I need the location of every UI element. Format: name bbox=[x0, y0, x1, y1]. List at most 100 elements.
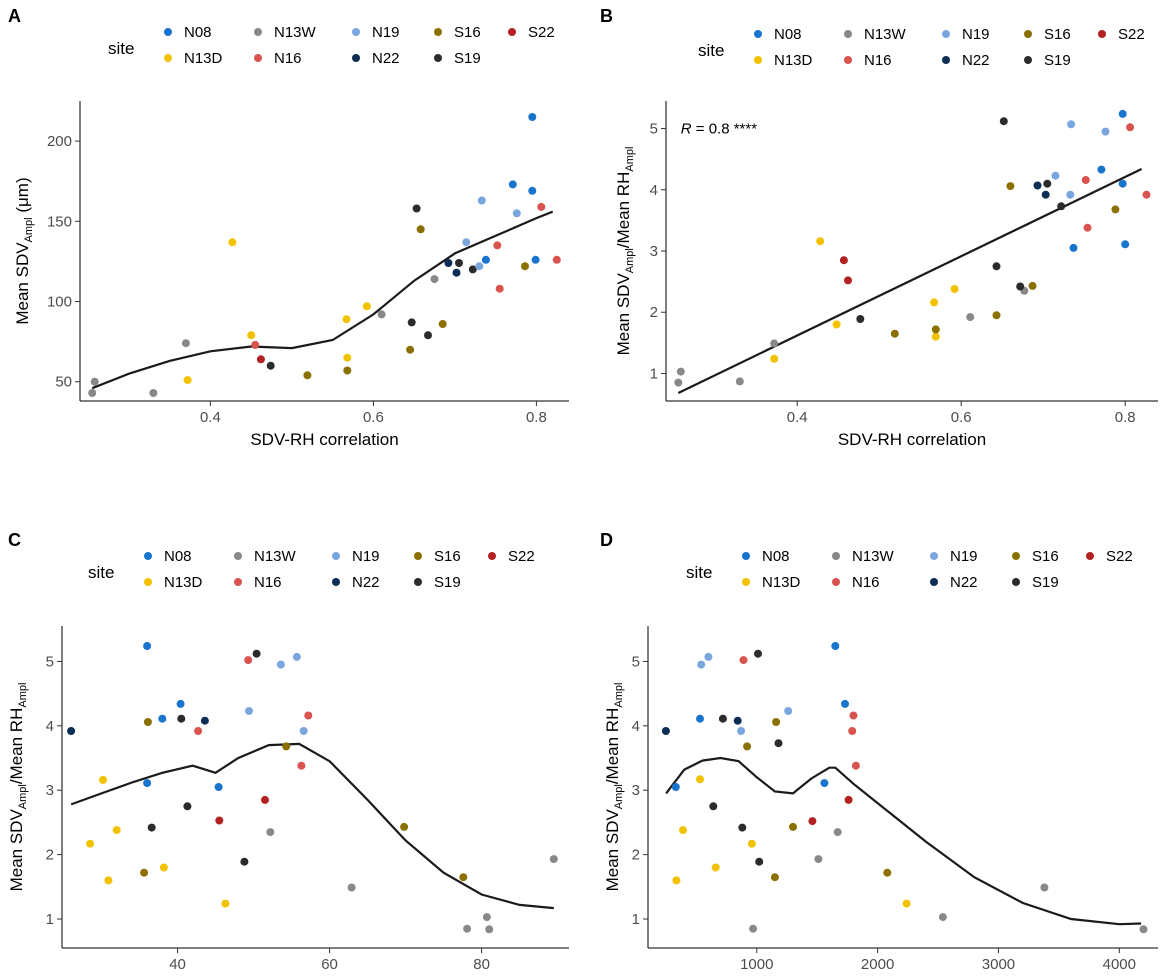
panel-label-d: D bbox=[600, 530, 613, 550]
point-s19 bbox=[147, 823, 156, 832]
point-n08 bbox=[1121, 240, 1130, 249]
legend-label-n19: N19 bbox=[372, 24, 400, 41]
point-n13d bbox=[696, 775, 704, 784]
point-n19 bbox=[512, 209, 521, 218]
point-s16 bbox=[883, 868, 892, 877]
legend-key-n13w bbox=[844, 30, 852, 38]
point-n22 bbox=[200, 716, 209, 725]
legend-key-s16 bbox=[434, 28, 442, 36]
annotation-value: = 0.8 **** bbox=[692, 121, 758, 138]
x-axis-label: SDV-RH correlation bbox=[838, 430, 986, 449]
legend-label-n22: N22 bbox=[962, 52, 990, 69]
legend-label-n22: N22 bbox=[372, 50, 400, 67]
legend-key-n16 bbox=[832, 578, 840, 586]
point-s19 bbox=[754, 649, 762, 658]
legend-label-n08: N08 bbox=[164, 548, 192, 565]
point-s19 bbox=[455, 259, 463, 267]
point-n13w bbox=[430, 275, 439, 284]
legend-label-n16: N16 bbox=[864, 52, 892, 69]
x-tick-label: 1000 bbox=[740, 956, 773, 973]
point-n19 bbox=[1051, 171, 1060, 180]
y-tick-label: 200 bbox=[47, 133, 72, 150]
y-axis-label: Mean SDVAmpl/Mean RHAmpl bbox=[614, 147, 636, 356]
legend-label-s19: S19 bbox=[1044, 52, 1071, 69]
legend-label-s16: S16 bbox=[454, 24, 481, 41]
y-axis-label-subscript: Ampl bbox=[17, 683, 29, 708]
y-tick-label: 4 bbox=[46, 718, 54, 735]
legend: site N08 N13W N19 S16 S22 N13D N16 N22 S19 bbox=[686, 548, 1133, 591]
legend-label-n13w: N13W bbox=[274, 24, 317, 41]
point-n16 bbox=[1142, 190, 1151, 199]
point-n13w bbox=[549, 855, 558, 864]
legend-label-n16: N16 bbox=[852, 574, 880, 591]
legend-key-n19 bbox=[930, 552, 938, 560]
point-n19 bbox=[1067, 120, 1076, 129]
point-n13w bbox=[485, 925, 494, 934]
point-n08 bbox=[1097, 165, 1106, 174]
point-n13w bbox=[1139, 925, 1148, 934]
point-s16 bbox=[992, 311, 1001, 320]
y-axis-label-part: (μm) bbox=[13, 177, 32, 217]
x-tick-label: 3000 bbox=[982, 956, 1015, 973]
point-n13d bbox=[112, 826, 121, 835]
x-tick-label: 0.8 bbox=[526, 409, 547, 426]
point-n13d bbox=[343, 353, 352, 362]
legend-key-s22 bbox=[488, 552, 496, 560]
point-n13w bbox=[938, 913, 947, 922]
point-n13d bbox=[247, 331, 256, 340]
point-n13w bbox=[833, 828, 842, 837]
point-n08 bbox=[696, 714, 704, 723]
legend-key-n08 bbox=[754, 30, 762, 38]
point-s16 bbox=[416, 225, 425, 234]
y-tick-label: 3 bbox=[46, 782, 54, 799]
point-n16 bbox=[739, 656, 748, 665]
legend-label-s22: S22 bbox=[508, 548, 535, 565]
legend-label-n13d: N13D bbox=[184, 50, 223, 67]
point-n08 bbox=[481, 255, 490, 264]
legend-key-n22 bbox=[352, 54, 360, 62]
x-tick-label: 60 bbox=[321, 956, 338, 973]
legend-key-s19 bbox=[434, 54, 442, 62]
legend-key-s16 bbox=[414, 552, 422, 560]
y-axis-label: Mean SDVAmpl/Mean RHAmpl bbox=[7, 683, 29, 892]
legend-label-n13w: N13W bbox=[864, 26, 907, 43]
legend-label-n13w: N13W bbox=[852, 548, 895, 565]
point-n08 bbox=[1118, 109, 1127, 118]
legend-key-n16 bbox=[844, 56, 852, 64]
point-n13d bbox=[104, 876, 113, 885]
fit-line bbox=[665, 756, 1142, 926]
point-n16 bbox=[495, 284, 504, 293]
point-n08 bbox=[831, 642, 840, 650]
y-axis-label-part: Mean SDV bbox=[603, 809, 622, 892]
point-n13w bbox=[377, 310, 386, 319]
point-n08 bbox=[143, 642, 152, 650]
point-s16 bbox=[282, 742, 291, 751]
y-tick-label: 100 bbox=[47, 294, 72, 311]
point-n13d bbox=[159, 863, 168, 872]
point-s16 bbox=[303, 371, 312, 380]
legend-key-s19 bbox=[1024, 56, 1032, 64]
point-n16 bbox=[251, 340, 260, 349]
panel-label-b: B bbox=[600, 6, 613, 26]
point-s19 bbox=[468, 265, 477, 274]
point-n16 bbox=[493, 241, 502, 250]
y-axis-label-part: /Mean RH bbox=[614, 172, 633, 249]
point-s19 bbox=[709, 802, 718, 811]
point-n13d bbox=[902, 899, 911, 908]
point-n08 bbox=[176, 699, 185, 708]
y-axis-label-subscript: Ampl bbox=[17, 784, 29, 809]
point-s19 bbox=[266, 361, 275, 370]
legend-label-n22: N22 bbox=[352, 574, 380, 591]
point-n16 bbox=[848, 727, 857, 735]
legend-title: site bbox=[698, 41, 724, 60]
point-n16 bbox=[194, 727, 203, 735]
point-s19 bbox=[1016, 282, 1025, 291]
point-n13d bbox=[679, 826, 687, 835]
point-n08 bbox=[528, 186, 537, 195]
legend-label-s22: S22 bbox=[1118, 26, 1145, 43]
y-axis-label-part: /Mean RH bbox=[7, 708, 26, 785]
legend-key-n16 bbox=[234, 578, 242, 586]
legend-label-n16: N16 bbox=[254, 574, 282, 591]
point-s16 bbox=[143, 718, 152, 726]
